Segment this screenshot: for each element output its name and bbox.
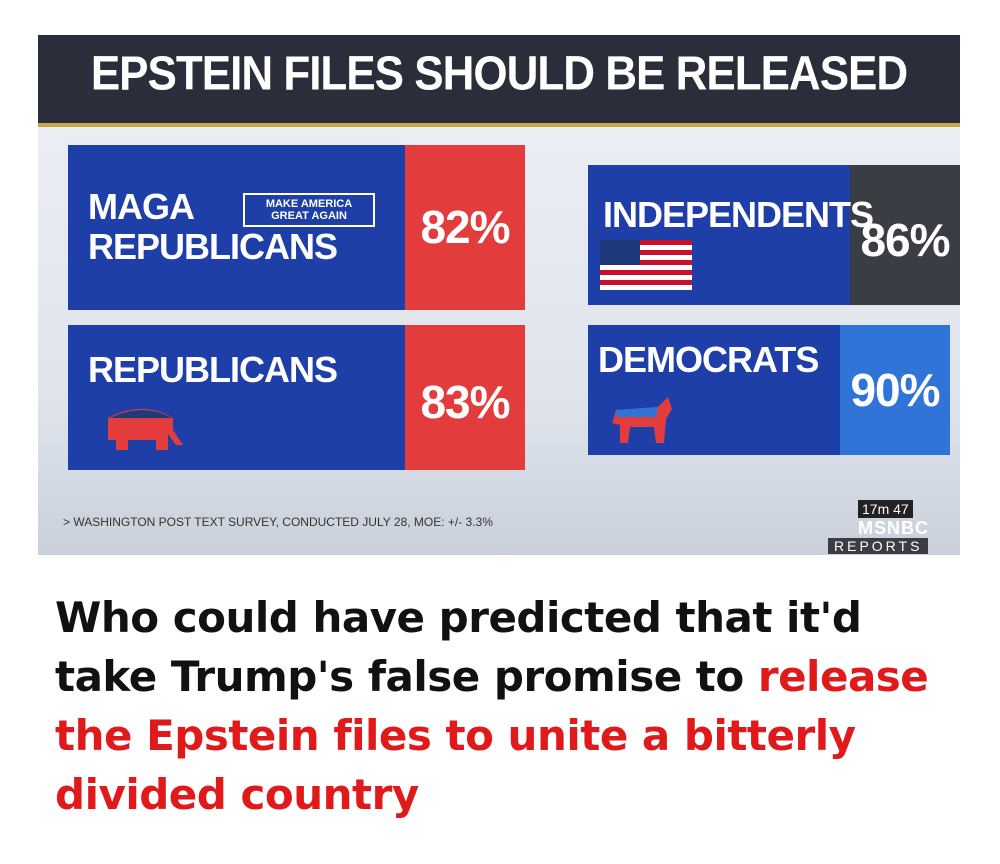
caption-highlight: release the Epstein files to unite a bit… xyxy=(55,652,929,819)
panel-value: 90% xyxy=(850,364,940,416)
panel xyxy=(588,325,840,455)
us-flag-icon xyxy=(600,240,692,290)
panel-label: DEMOCRATS xyxy=(598,339,819,380)
badge: MAKE AMERICA GREAT AGAIN xyxy=(243,193,375,227)
elephant-icon xyxy=(108,409,183,450)
network-logo: MSNBC xyxy=(858,518,929,538)
graphic-title: EPSTEIN FILES SHOULD BE RELEASED xyxy=(90,46,908,101)
caption: Who could have predicted that it'd take … xyxy=(55,588,955,824)
panel-label: MAGA REPUBLICANS xyxy=(88,186,338,267)
panel xyxy=(68,145,405,310)
panel-label: INDEPENDENTS xyxy=(603,194,874,235)
panel-value: 83% xyxy=(420,376,510,428)
panel-value: 82% xyxy=(420,201,510,253)
source-note: > WASHINGTON POST TEXT SURVEY, CONDUCTED… xyxy=(63,515,493,529)
value-box xyxy=(405,325,525,470)
title-bar xyxy=(38,35,960,127)
caption-text: Who could have predicted that it'd take … xyxy=(55,593,862,701)
timer: 17m 47 xyxy=(858,500,913,518)
value-box xyxy=(840,325,950,455)
value-box xyxy=(850,165,960,305)
donkey-icon xyxy=(612,397,672,443)
panel-value: 86% xyxy=(860,214,950,266)
panel-label: REPUBLICANS xyxy=(88,349,338,390)
show-name: REPORTS xyxy=(828,538,929,554)
tv-screenshot: EPSTEIN FILES SHOULD BE RELEASED MAGA RE… xyxy=(38,35,960,555)
value-box xyxy=(405,145,525,310)
